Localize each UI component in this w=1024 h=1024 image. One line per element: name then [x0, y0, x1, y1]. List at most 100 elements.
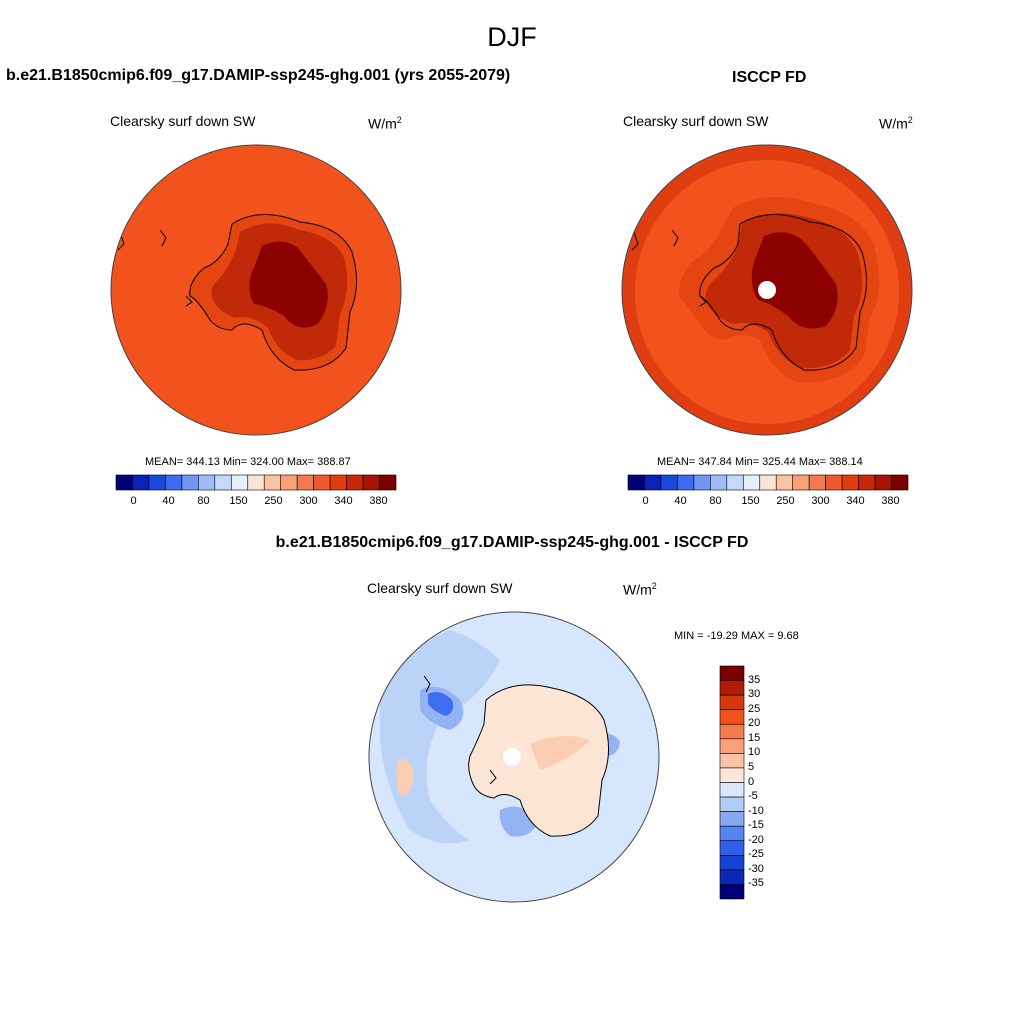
map-obs: [622, 145, 912, 435]
colorbar-model-tick-label: 250: [264, 495, 283, 507]
colorbar-obs-tick-label: 150: [741, 495, 760, 507]
colorbar-diff: [719, 665, 745, 900]
colorbar-obs-swatch: [644, 474, 662, 491]
colorbar-obs-tick-label: 340: [846, 495, 865, 507]
colorbar-model-swatch: [247, 474, 265, 491]
map-model-plateau-high: [249, 241, 328, 328]
colorbar-obs-tick-label: 250: [776, 495, 795, 507]
map-obs-plateau-high: [751, 232, 838, 329]
colorbar-obs-swatch: [726, 474, 744, 491]
colorbar-model-swatch: [313, 474, 331, 491]
colorbar-obs-swatch: [808, 474, 826, 491]
colorbar-diff-tick-label: -35: [748, 877, 764, 890]
colorbar-model-tick-label: 150: [229, 495, 248, 507]
colorbar-obs-swatch: [660, 474, 678, 491]
colorbar-obs-swatch: [775, 474, 794, 491]
colorbar-model-swatch: [230, 474, 249, 491]
colorbar-obs-swatch: [627, 474, 645, 491]
colorbar-model-tick-label: 0: [130, 495, 137, 507]
map-diff-strong-neg: [428, 692, 454, 716]
colorbar-model-swatch: [148, 474, 166, 491]
colorbar-model-swatch: [132, 474, 150, 491]
panel-obs-heading: ISCCP FD: [732, 69, 807, 86]
colorbar-model: [115, 474, 397, 491]
colorbar-model-swatch: [280, 474, 298, 491]
panel-diff-variable: Clearsky surf down SW: [367, 580, 513, 596]
colorbar-diff-swatch: [719, 680, 745, 696]
colorbar-diff-tick-label: -10: [748, 804, 764, 817]
colorbar-model-swatch: [329, 474, 347, 491]
colorbar-model-swatch: [263, 474, 282, 491]
colorbar-obs-swatch: [693, 474, 711, 491]
colorbar-diff-swatch: [719, 782, 745, 798]
colorbar-model-swatch: [115, 474, 133, 491]
colorbar-obs-swatch: [858, 474, 876, 491]
colorbar-obs-swatch: [841, 474, 859, 491]
colorbar-diff-tick-label: -15: [748, 819, 764, 832]
colorbar-diff-swatch: [719, 840, 745, 856]
colorbar-diff-swatch: [719, 694, 745, 710]
panel-diff-units: W/m2: [623, 581, 657, 598]
colorbar-diff-tick-label: 25: [748, 702, 761, 715]
colorbar-model-tick-label: 340: [334, 495, 353, 507]
colorbar-diff-swatch: [719, 723, 745, 740]
colorbar-obs-tick-label: 0: [642, 495, 649, 507]
colorbar-diff-tick-label: -25: [748, 848, 764, 861]
figure-title: DJF: [487, 22, 537, 52]
panel-obs-units: W/m2: [879, 115, 913, 132]
colorbar-obs-swatch: [677, 474, 695, 491]
map-model-coastline: [117, 213, 357, 371]
panel-diff-heading: b.e21.B1850cmip6.f09_g17.DAMIP-ssp245-gh…: [275, 534, 749, 551]
colorbar-obs-swatch: [825, 474, 843, 491]
colorbar-diff-tick-label: 30: [748, 688, 761, 701]
colorbar-diff-swatch: [719, 869, 745, 885]
colorbar-model-swatch: [198, 474, 216, 491]
colorbar-diff-swatch: [719, 796, 745, 812]
panel-obs-variable: Clearsky surf down SW: [623, 113, 769, 129]
colorbar-obs-swatch: [792, 474, 810, 491]
map-diff-border: [368, 611, 660, 903]
colorbar-obs-tick-label: 80: [709, 495, 722, 507]
colorbar-model-tick-label: 380: [369, 495, 388, 507]
panel-diff-stats: MIN = -19.29 MAX = 9.68: [674, 630, 799, 642]
map-diff-polar-hole: [503, 748, 521, 766]
colorbar-diff-swatch: [719, 709, 745, 725]
colorbar-obs-tick-label: 40: [674, 495, 687, 507]
colorbar-model-tick-label: 80: [197, 495, 210, 507]
colorbar-model-swatch: [165, 474, 183, 491]
colorbar-diff-swatch: [719, 811, 745, 827]
panel-model-variable: Clearsky surf down SW: [110, 113, 256, 129]
panel-model-units: W/m2: [368, 115, 402, 132]
colorbar-diff-swatch: [719, 753, 745, 769]
colorbar-diff-swatch: [719, 825, 745, 842]
colorbar-diff-tick-label: -20: [748, 833, 764, 846]
panel-obs-stats: MEAN= 347.84 Min= 325.44 Max= 388.14: [657, 456, 863, 468]
colorbar-model-swatch: [379, 474, 397, 491]
map-obs-polar-hole: [758, 281, 776, 299]
colorbar-model-swatch: [214, 474, 232, 491]
colorbar-obs-tick-label: 300: [811, 495, 830, 507]
colorbar-diff-tick-label: 5: [748, 760, 755, 773]
colorbar-obs-tick-label: 380: [881, 495, 900, 507]
colorbar-model-tick-label: 40: [162, 495, 175, 507]
colorbar-diff-tick-label: -5: [748, 790, 758, 803]
colorbar-model-tick-label: 300: [299, 495, 318, 507]
colorbar-obs-swatch: [891, 474, 909, 491]
colorbar-diff-swatch: [719, 738, 745, 754]
colorbar-diff-tick-label: 20: [748, 717, 761, 730]
colorbar-diff-swatch: [719, 855, 745, 871]
colorbar-model-swatch: [362, 474, 380, 491]
map-model: [111, 145, 401, 435]
colorbar-obs-swatch: [742, 474, 761, 491]
map-diff: [369, 612, 659, 902]
colorbar-diff-tick-label: 0: [748, 775, 755, 788]
map-obs-coastline: [631, 213, 867, 371]
colorbar-diff-tick-label: 15: [748, 731, 761, 744]
colorbar-diff-tick-label: 35: [748, 673, 761, 686]
colorbar-diff-swatch: [719, 884, 745, 900]
colorbar-model-swatch: [181, 474, 199, 491]
colorbar-obs: [627, 474, 909, 491]
map-diff-pos-west: [396, 759, 414, 796]
colorbar-diff-tick-label: -30: [748, 862, 764, 875]
